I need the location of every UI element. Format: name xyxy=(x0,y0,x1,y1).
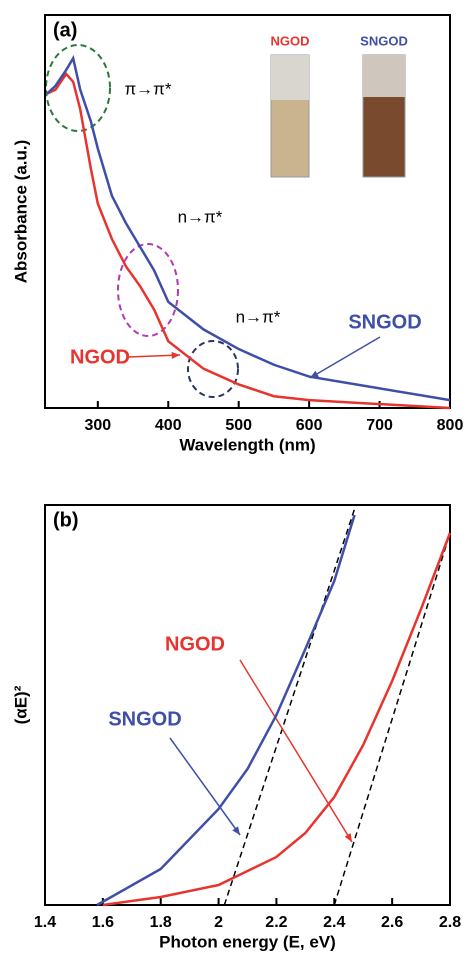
annotation: n→π* xyxy=(236,307,281,326)
arrow-head xyxy=(171,351,180,359)
x-tick-label: 300 xyxy=(84,417,111,434)
arrow-head xyxy=(310,370,319,378)
cuvette-top xyxy=(271,55,309,100)
x-tick-label: 1.4 xyxy=(34,914,56,931)
x-tick-label: 400 xyxy=(155,417,182,434)
arrow-head xyxy=(344,833,352,842)
plot-frame xyxy=(44,14,451,409)
series-line xyxy=(96,514,356,907)
x-tick-label: 1.8 xyxy=(150,914,172,931)
label-arrow xyxy=(239,659,353,843)
x-tick-label: 2.2 xyxy=(265,914,287,931)
x-tick-label: 700 xyxy=(366,417,393,434)
y-axis-label: (αE)² xyxy=(11,685,30,724)
x-tick-label: 2.8 xyxy=(439,914,461,931)
cuvette-label: SNGOD xyxy=(360,33,408,48)
label-arrow xyxy=(309,336,381,379)
y-axis-label: Absorbance (a.u.) xyxy=(11,140,30,284)
series-line xyxy=(102,532,452,907)
annotation: n→π* xyxy=(178,207,223,226)
arrow-head xyxy=(232,826,240,835)
cuvette-top xyxy=(363,55,405,97)
series-label: SNGOD xyxy=(108,708,181,730)
ellipse xyxy=(117,243,179,337)
cuvette-label: NGOD xyxy=(271,33,310,48)
x-tick-label: 2.6 xyxy=(381,914,403,931)
x-tick-label: 2 xyxy=(214,914,223,931)
x-tick-label: 600 xyxy=(296,417,323,434)
fit-line xyxy=(333,532,451,906)
x-axis-label: Photon energy (E, eV) xyxy=(159,932,336,951)
x-tick-label: 800 xyxy=(437,417,464,434)
x-tick-label: 1.6 xyxy=(92,914,114,931)
cuvettes: NGOD SNGOD xyxy=(270,33,408,178)
series-label: SNGOD xyxy=(348,311,421,333)
x-tick-label: 500 xyxy=(225,417,252,434)
series-label: NGOD xyxy=(70,346,130,368)
ellipse xyxy=(187,340,239,398)
panel-label: (b) xyxy=(53,509,79,531)
annotation: π→π* xyxy=(124,79,171,98)
series-line xyxy=(46,54,451,402)
panel-label: (a) xyxy=(53,19,77,41)
label-arrow xyxy=(127,354,181,358)
x-tick-label: 2.4 xyxy=(323,914,345,931)
series-line xyxy=(46,71,451,410)
x-axis-label: Wavelength (nm) xyxy=(179,435,315,454)
plot-frame xyxy=(44,504,451,906)
series-label: NGOD xyxy=(165,633,225,655)
label-arrow xyxy=(169,737,241,836)
ellipse xyxy=(45,44,111,132)
ellipses xyxy=(45,44,239,398)
